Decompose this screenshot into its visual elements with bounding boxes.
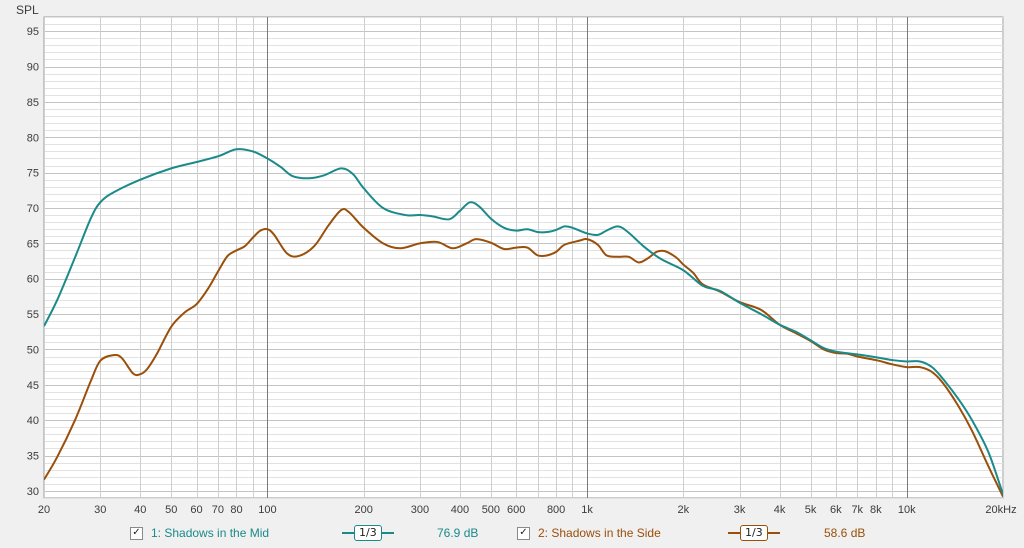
series-mid-line [44,148,1003,495]
x-tick-label: 600 [507,504,525,516]
y-tick-label: 65 [27,238,39,250]
y-tick-label: 60 [27,274,39,286]
x-tick-label: 1k [581,504,593,516]
series-lines [44,148,1003,498]
x-tick-label: 100 [258,504,276,516]
x-tick-label: 20 [38,504,50,516]
x-tick-label: 30 [94,504,106,516]
level-value-mid: 76.9 dB [437,526,479,540]
x-tick-label: 10k [898,504,916,516]
y-tick-label: 40 [27,415,39,427]
y-tick-label: 45 [27,380,39,392]
y-tick-label: 80 [27,132,39,144]
x-tick-label: 60 [190,504,202,516]
x-axis-ticks: 20 30 40 50 60 70 80 100 200 300 400 500 600 800 1k 2k 3… [38,504,1017,516]
legend-label-side: 2: Shadows in the Side [538,526,661,540]
y-tick-label: 50 [27,344,39,356]
smoothing-control-mid[interactable]: 1/3 [342,524,394,542]
y-tick-label: 70 [27,203,39,215]
x-tick-label: 500 [482,504,500,516]
grid [43,16,1004,499]
smoothing-line-right [381,532,394,534]
x-tick-label: 300 [411,504,429,516]
smoothing-value-side: 1/3 [740,525,768,541]
x-tick-label: 50 [165,504,177,516]
smoothing-value-mid: 1/3 [354,525,382,541]
y-tick-label: 95 [27,26,39,38]
legend-label-mid: 1: Shadows in the Mid [151,526,270,540]
level-value-side: 58.6 dB [824,526,866,540]
series-side-line [44,208,1003,498]
x-tick-label: 6k [830,504,842,516]
smoothing-control-side[interactable]: 1/3 [728,524,780,542]
x-tick-label: 3k [734,504,746,516]
x-tick-label: 8k [870,504,882,516]
x-tick-label: 200 [354,504,372,516]
x-tick-label: 800 [547,504,565,516]
x-tick-label: 5k [805,504,817,516]
checkbox-side[interactable]: ✓ [517,526,530,540]
y-tick-label: 90 [27,62,39,74]
chart: 30 35 40 45 50 55 60 65 70 75 80 85 90 95 20 30 40 50 60 7… [16,3,1017,516]
y-tick-label: 30 [27,486,39,498]
x-tick-label: 70 [212,504,224,516]
smoothing-line-left [342,532,354,534]
y-tick-label: 35 [27,451,39,463]
y-tick-label: 75 [27,168,39,180]
x-tick-label: 2k [678,504,690,516]
x-tick-label: 80 [230,504,242,516]
legend-item-mid[interactable]: ✓ 1: Shadows in the Mid [130,522,269,544]
y-tick-label: 55 [27,309,39,321]
smoothing-line-left [728,532,740,534]
checkbox-mid[interactable]: ✓ [130,526,143,540]
x-tick-label: 20kHz [985,504,1016,516]
y-tick-label: 85 [27,97,39,109]
y-axis-label: SPL [16,3,39,17]
x-tick-label: 7k [851,504,863,516]
legend-item-side[interactable]: ✓ 2: Shadows in the Side [517,522,661,544]
smoothing-line-right [767,532,780,534]
x-tick-label: 400 [451,504,469,516]
y-axis-ticks: 30 35 40 45 50 55 60 65 70 75 80 85 90 95 [27,26,39,498]
x-tick-label: 4k [774,504,786,516]
x-tick-label: 40 [134,504,146,516]
plot-area [43,16,1004,499]
